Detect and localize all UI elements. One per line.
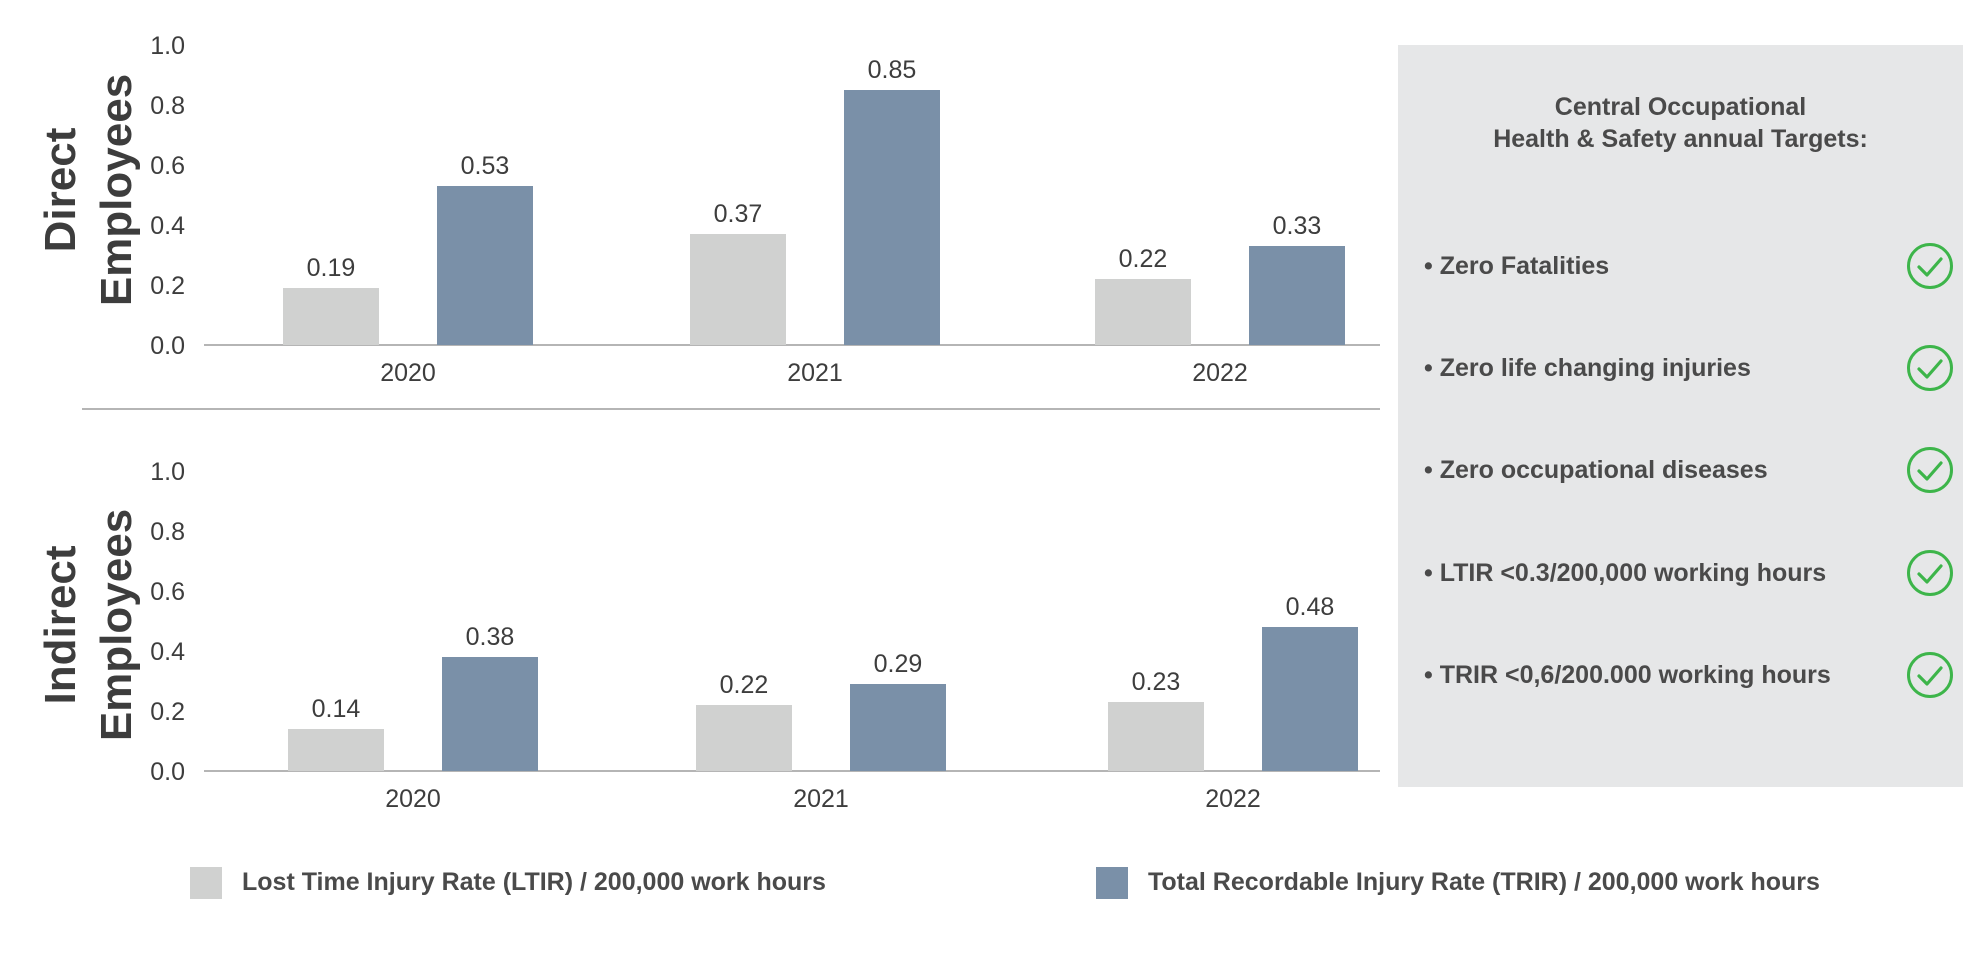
bar-trir xyxy=(442,657,538,771)
bar-trir xyxy=(850,684,946,771)
data-label: 0.14 xyxy=(312,695,361,723)
target-item: Zero Fatalities xyxy=(1424,242,1954,292)
target-item: Zero occupational diseases xyxy=(1424,446,1954,496)
x-tick-label: 2021 xyxy=(787,359,843,387)
y-tick-label: 0.0 xyxy=(150,332,185,360)
bar-ltir xyxy=(288,729,384,771)
target-item-text: Zero life changing injuries xyxy=(1424,354,1751,383)
bar-ltir xyxy=(283,288,379,345)
check-circle-icon xyxy=(1907,243,1953,289)
data-label: 0.22 xyxy=(720,671,769,699)
data-label: 0.33 xyxy=(1273,212,1322,240)
bar-trir xyxy=(1249,246,1345,345)
y-tick-label: 0.0 xyxy=(150,758,185,786)
x-tick-label: 2020 xyxy=(380,359,436,387)
target-item-text: Zero occupational diseases xyxy=(1424,456,1768,485)
y-tick-label: 0.8 xyxy=(150,92,185,120)
targets-title-line2: Health & Safety annual Targets: xyxy=(1493,125,1868,153)
bar-trir xyxy=(844,90,940,345)
targets-panel: Central Occupational Health & Safety ann… xyxy=(1398,45,1963,787)
data-label: 0.19 xyxy=(307,254,356,282)
target-item: TRIR <0,6/200.000 working hours xyxy=(1424,651,1954,701)
panel-label: Employees xyxy=(92,74,141,306)
data-label: 0.22 xyxy=(1119,245,1168,273)
y-tick-label: 1.0 xyxy=(150,458,185,486)
target-item-text: Zero Fatalities xyxy=(1424,252,1610,281)
bar-ltir xyxy=(690,234,786,345)
panel-label: Indirect xyxy=(36,545,85,704)
data-label: 0.85 xyxy=(868,56,917,84)
legend-label-trir: Total Recordable Injury Rate (TRIR) / 20… xyxy=(1148,868,1820,896)
data-label: 0.37 xyxy=(714,200,763,228)
x-tick-label: 2022 xyxy=(1192,359,1248,387)
bar-trir xyxy=(1262,627,1358,771)
legend-swatch-ltir xyxy=(190,867,222,899)
x-tick-label: 2020 xyxy=(385,785,441,813)
y-tick-label: 1.0 xyxy=(150,32,185,60)
bar-ltir xyxy=(1108,702,1204,771)
bar-ltir xyxy=(1095,279,1191,345)
target-item: LTIR <0.3/200,000 working hours xyxy=(1424,549,1954,599)
targets-title: Central Occupational Health & Safety ann… xyxy=(1398,91,1963,155)
y-tick-label: 0.4 xyxy=(150,638,185,666)
data-label: 0.23 xyxy=(1132,668,1181,696)
bar-ltir xyxy=(696,705,792,771)
y-tick-label: 0.4 xyxy=(150,212,185,240)
data-label: 0.29 xyxy=(874,650,923,678)
panel-label: Direct xyxy=(36,127,85,252)
target-item: Zero life changing injuries xyxy=(1424,344,1954,394)
target-item-text: LTIR <0.3/200,000 working hours xyxy=(1424,559,1826,588)
data-label: 0.38 xyxy=(466,623,515,651)
targets-title-line1: Central Occupational xyxy=(1554,93,1807,121)
check-circle-icon xyxy=(1907,345,1953,391)
x-tick-label: 2022 xyxy=(1205,785,1261,813)
target-item-text: TRIR <0,6/200.000 working hours xyxy=(1424,661,1831,690)
y-tick-label: 0.8 xyxy=(150,518,185,546)
legend-swatch-trir xyxy=(1096,867,1128,899)
check-circle-icon xyxy=(1907,447,1953,493)
y-tick-label: 0.6 xyxy=(150,152,185,180)
data-label: 0.53 xyxy=(461,152,510,180)
x-tick-label: 2021 xyxy=(793,785,849,813)
check-circle-icon xyxy=(1907,652,1953,698)
y-tick-label: 0.6 xyxy=(150,578,185,606)
y-tick-label: 0.2 xyxy=(150,272,185,300)
check-circle-icon xyxy=(1907,550,1953,596)
panel-label: Employees xyxy=(92,509,141,741)
legend-label-ltir: Lost Time Injury Rate (LTIR) / 200,000 w… xyxy=(242,868,826,896)
bar-trir xyxy=(437,186,533,345)
data-label: 0.48 xyxy=(1286,593,1335,621)
y-tick-label: 0.2 xyxy=(150,698,185,726)
